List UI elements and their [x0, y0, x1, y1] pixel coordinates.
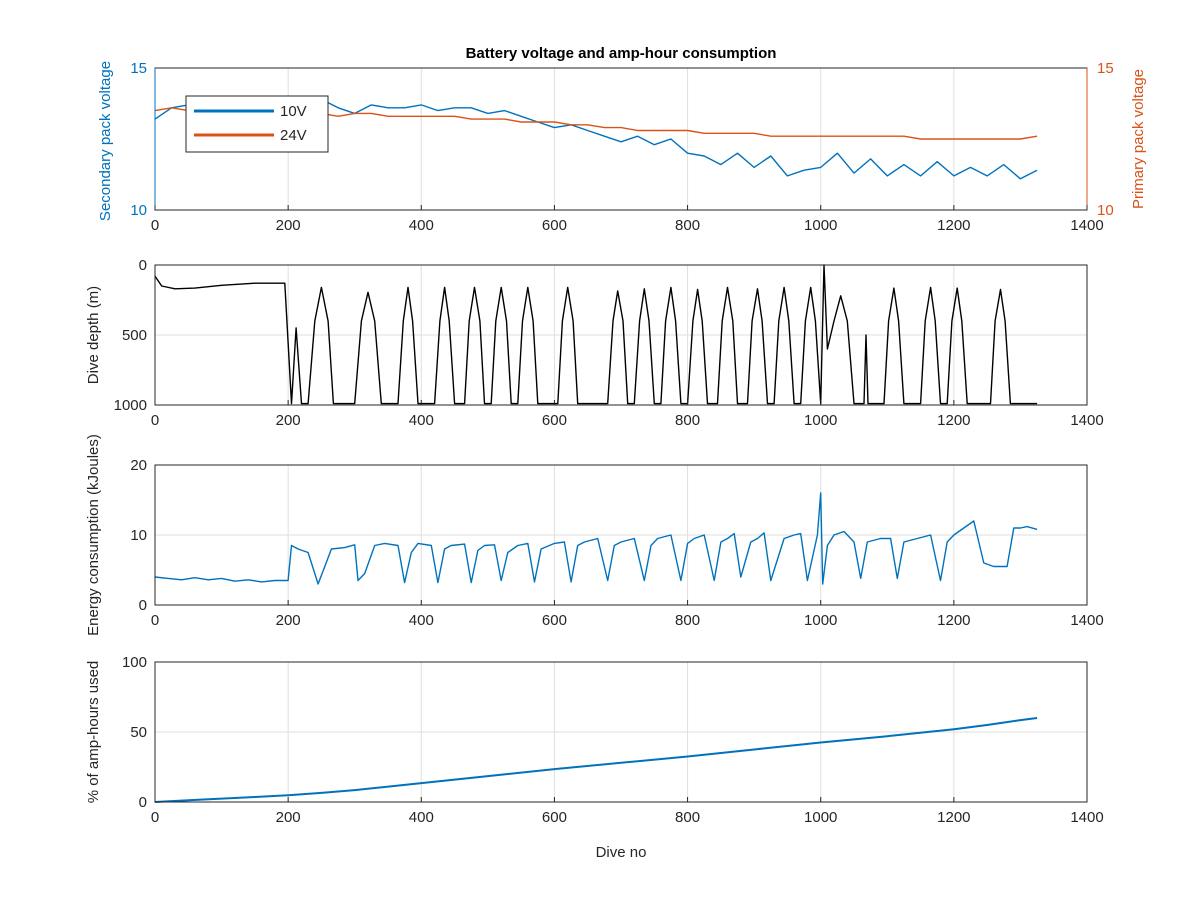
x-tick-label: 400	[409, 412, 434, 429]
x-tick-label: 400	[409, 217, 434, 234]
x-tick-label: 1400	[1070, 612, 1103, 629]
x-tick-label: 1000	[804, 412, 837, 429]
y-axis-label: % of amp-hours used	[85, 661, 102, 804]
x-tick-label: 1200	[937, 217, 970, 234]
y-axis-label-right: Primary pack voltage	[1130, 69, 1147, 209]
y-tick-label: 500	[122, 327, 147, 344]
x-tick-label: 800	[675, 412, 700, 429]
axes-frame	[154, 661, 1088, 803]
y-axis-label-left: Secondary pack voltage	[97, 61, 114, 221]
x-tick-label: 200	[276, 612, 301, 629]
x-tick-label: 0	[151, 612, 159, 629]
x-tick-label: 1400	[1070, 809, 1103, 826]
series-line-depth	[154, 264, 1038, 405]
legend-entry-10v: 10V	[280, 103, 307, 120]
x-tick-label: 200	[276, 809, 301, 826]
panel-amphours: 0 200 400 600 800 1000 1200 1400 0 50 100 % of amp-…	[85, 654, 1104, 861]
y-tick-label: 100	[122, 654, 147, 671]
y-tick-label-right: 10	[1097, 202, 1114, 219]
x-tick-label: 0	[151, 809, 159, 826]
y-axis-label: Energy consumption (kJoules)	[85, 434, 102, 636]
panel-voltage: 0 200 400 600 800 1000 1200 140010151015Seconda…	[97, 45, 1147, 234]
legend-entry-24v: 24V	[280, 127, 307, 144]
axes-frame	[154, 264, 1088, 406]
x-tick-label: 800	[675, 612, 700, 629]
x-tick-label: 1000	[804, 612, 837, 629]
panel-energy: 0 200 400 600 800 1000 1200 1400 0 10 20 Energy con…	[85, 434, 1104, 636]
y-tick-label: 50	[130, 724, 147, 741]
y-tick-label: 10	[130, 527, 147, 544]
y-tick-label: 1000	[114, 397, 147, 414]
x-tick-label: 1200	[937, 412, 970, 429]
x-tick-label: 1000	[804, 809, 837, 826]
x-tick-label: 0	[151, 412, 159, 429]
legend-box	[185, 95, 329, 153]
x-tick-label: 1200	[937, 612, 970, 629]
x-tick-label: 400	[409, 809, 434, 826]
x-tick-label: 1200	[937, 809, 970, 826]
x-tick-label: 600	[542, 217, 567, 234]
chart-title: Battery voltage and amp-hour consumption	[466, 45, 777, 62]
x-tick-label: 600	[542, 412, 567, 429]
y-tick-label: 0	[139, 597, 147, 614]
y-tick-label: 0	[139, 794, 147, 811]
x-tick-label: 800	[675, 809, 700, 826]
x-axis-label: Dive no	[596, 844, 647, 861]
x-tick-label: 1400	[1070, 412, 1103, 429]
y-tick-label-right: 15	[1097, 60, 1114, 77]
series-line-amphours	[154, 717, 1038, 803]
x-tick-label: 400	[409, 612, 434, 629]
panel-depth: 0 200 400 600 800 1000 1200 1400 0 500 1000 Dive de…	[85, 257, 1104, 429]
y-tick-label: 15	[130, 60, 147, 77]
y-tick-label: 10	[130, 202, 147, 219]
y-tick-label: 0	[139, 257, 147, 274]
x-tick-label: 600	[542, 809, 567, 826]
x-tick-label: 200	[276, 217, 301, 234]
x-tick-label: 0	[151, 217, 159, 234]
y-axis-label: Dive depth (m)	[85, 286, 102, 384]
y-tick-label: 20	[130, 457, 147, 474]
series-line-energy	[154, 492, 1038, 585]
x-tick-label: 600	[542, 612, 567, 629]
x-tick-label: 200	[276, 412, 301, 429]
x-tick-label: 1000	[804, 217, 837, 234]
chart-panels: 0 200 400 600 800 1000 1200 140010151015Seconda…	[85, 45, 1147, 861]
x-tick-label: 800	[675, 217, 700, 234]
x-tick-label: 1400	[1070, 217, 1103, 234]
axes-frame	[154, 464, 1088, 606]
